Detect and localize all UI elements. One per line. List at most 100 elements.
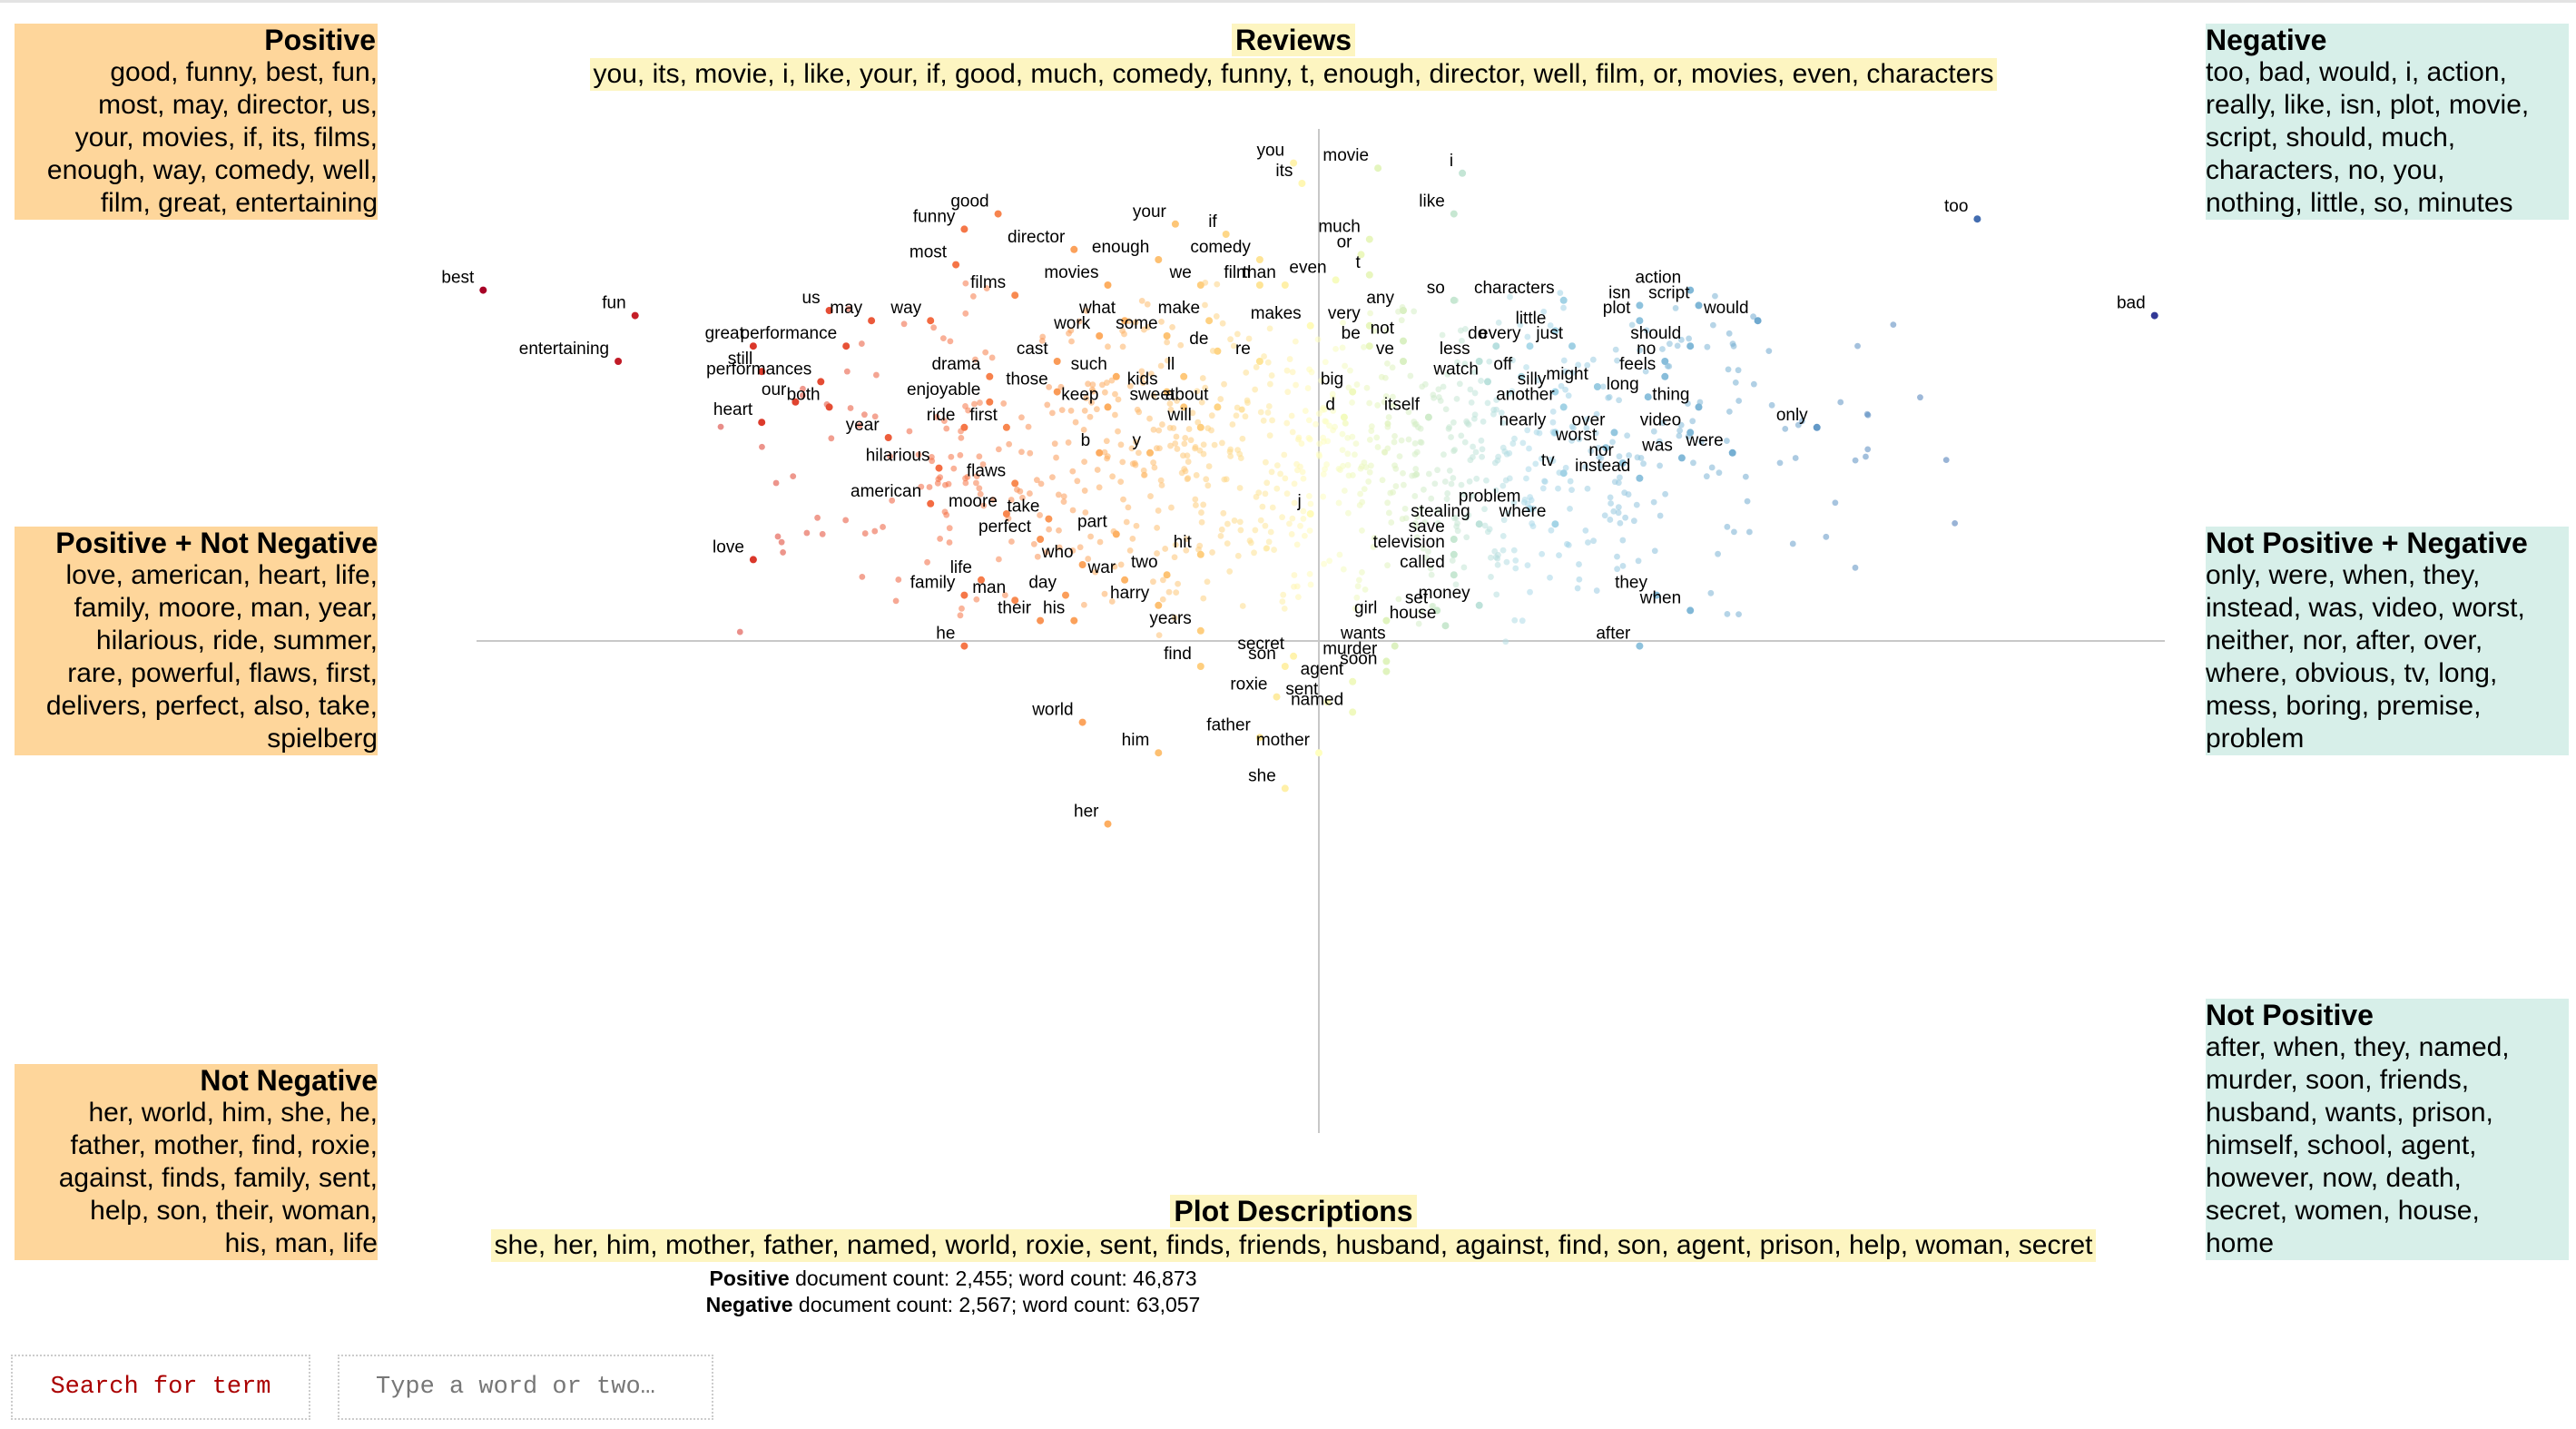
- term-point[interactable]: [1610, 429, 1618, 437]
- term-point[interactable]: [1096, 332, 1104, 340]
- term-label[interactable]: de: [1189, 330, 1208, 349]
- term-label[interactable]: moore: [949, 492, 998, 511]
- term-point[interactable]: [631, 311, 639, 320]
- term-point[interactable]: [1214, 403, 1222, 411]
- term-point[interactable]: [1214, 347, 1222, 355]
- term-label[interactable]: b: [1081, 431, 1091, 450]
- term-point[interactable]: [1518, 372, 1526, 380]
- term-point[interactable]: [1661, 358, 1669, 365]
- term-point[interactable]: [935, 464, 943, 472]
- term-label[interactable]: director: [1008, 228, 1066, 247]
- term-point[interactable]: [1450, 571, 1458, 579]
- term-label[interactable]: his: [1043, 599, 1065, 618]
- term-point[interactable]: [960, 642, 968, 650]
- term-point[interactable]: [1163, 571, 1171, 579]
- term-label[interactable]: re: [1235, 340, 1251, 359]
- term-label[interactable]: ride: [927, 406, 956, 425]
- term-label[interactable]: i: [1450, 152, 1453, 171]
- term-label[interactable]: big: [1321, 370, 1343, 389]
- term-point[interactable]: [1002, 510, 1010, 517]
- term-label[interactable]: like: [1419, 192, 1445, 212]
- term-point[interactable]: [1037, 536, 1045, 543]
- term-label[interactable]: worst: [1555, 426, 1598, 445]
- term-label[interactable]: named: [1291, 690, 1343, 709]
- term-point[interactable]: [1196, 550, 1204, 558]
- term-point[interactable]: [1104, 820, 1112, 828]
- term-point[interactable]: [960, 591, 968, 599]
- term-label[interactable]: about: [1165, 385, 1209, 404]
- term-point[interactable]: [1754, 317, 1762, 325]
- term-label[interactable]: father: [1206, 715, 1251, 734]
- term-label[interactable]: mother: [1256, 731, 1311, 750]
- term-point[interactable]: [1163, 332, 1171, 340]
- term-point[interactable]: [1400, 337, 1407, 345]
- term-label[interactable]: way: [890, 299, 921, 318]
- term-point[interactable]: [1400, 307, 1407, 314]
- term-label[interactable]: keep: [1061, 385, 1098, 404]
- term-label[interactable]: wants: [1340, 625, 1386, 644]
- term-label[interactable]: find: [1164, 645, 1192, 664]
- term-label[interactable]: watch: [1432, 360, 1479, 379]
- term-label[interactable]: he: [936, 625, 955, 644]
- term-label[interactable]: family: [910, 574, 956, 593]
- term-point[interactable]: [1602, 444, 1610, 452]
- term-point[interactable]: [1475, 520, 1483, 528]
- term-label[interactable]: or: [1337, 232, 1353, 251]
- term-label[interactable]: nor: [1588, 441, 1614, 460]
- term-point[interactable]: [1281, 784, 1289, 793]
- term-label[interactable]: perfect: [978, 517, 1032, 537]
- term-point[interactable]: [479, 286, 487, 294]
- term-point[interactable]: [1078, 718, 1086, 726]
- term-point[interactable]: [1551, 388, 1559, 396]
- term-label[interactable]: problem: [1459, 487, 1521, 506]
- term-point[interactable]: [1686, 286, 1695, 294]
- term-label[interactable]: isn: [1608, 283, 1630, 302]
- term-point[interactable]: [1011, 479, 1019, 488]
- term-label[interactable]: you: [1256, 142, 1284, 161]
- term-point[interactable]: [1146, 448, 1154, 457]
- term-point[interactable]: [1011, 291, 1019, 300]
- term-point[interactable]: [1813, 423, 1821, 431]
- term-point[interactable]: [1323, 698, 1332, 706]
- term-label[interactable]: ve: [1376, 340, 1394, 359]
- term-point[interactable]: [1559, 403, 1568, 411]
- term-label[interactable]: performances: [706, 360, 811, 379]
- term-label[interactable]: day: [1028, 574, 1057, 593]
- term-point[interactable]: [1568, 342, 1576, 350]
- term-label[interactable]: every: [1479, 324, 1521, 343]
- term-point[interactable]: [1281, 281, 1289, 289]
- term-label[interactable]: long: [1607, 375, 1639, 394]
- term-point[interactable]: [1365, 342, 1373, 350]
- term-point[interactable]: [1112, 530, 1120, 538]
- term-point[interactable]: [1340, 413, 1348, 421]
- term-label[interactable]: will: [1166, 406, 1191, 425]
- term-point[interactable]: [1104, 281, 1112, 289]
- term-point[interactable]: [1618, 459, 1627, 467]
- term-point[interactable]: [1695, 301, 1703, 310]
- term-label[interactable]: entertaining: [519, 340, 609, 359]
- term-label[interactable]: son: [1248, 645, 1276, 664]
- term-label[interactable]: most: [909, 243, 948, 262]
- term-point[interactable]: [1104, 403, 1112, 411]
- term-point[interactable]: [2150, 311, 2158, 320]
- term-point[interactable]: [1433, 606, 1441, 615]
- term-label[interactable]: her: [1074, 803, 1099, 822]
- term-point[interactable]: [1636, 317, 1644, 325]
- term-point[interactable]: [1096, 448, 1104, 457]
- term-point[interactable]: [1196, 423, 1204, 431]
- term-point[interactable]: [1255, 281, 1263, 289]
- term-label[interactable]: good: [950, 192, 988, 212]
- term-point[interactable]: [1365, 235, 1373, 243]
- term-label[interactable]: may: [830, 299, 862, 318]
- term-label[interactable]: makes: [1251, 304, 1302, 323]
- term-point[interactable]: [1053, 358, 1061, 365]
- term-label[interactable]: world: [1031, 701, 1073, 720]
- term-point[interactable]: [1382, 667, 1391, 675]
- term-label[interactable]: kids: [1127, 370, 1158, 389]
- term-point[interactable]: [1273, 693, 1281, 701]
- term-point[interactable]: [1424, 413, 1432, 421]
- term-label[interactable]: house: [1390, 604, 1437, 623]
- term-label[interactable]: be: [1342, 324, 1361, 343]
- term-label[interactable]: soon: [1340, 650, 1377, 669]
- term-label[interactable]: silly: [1518, 370, 1547, 389]
